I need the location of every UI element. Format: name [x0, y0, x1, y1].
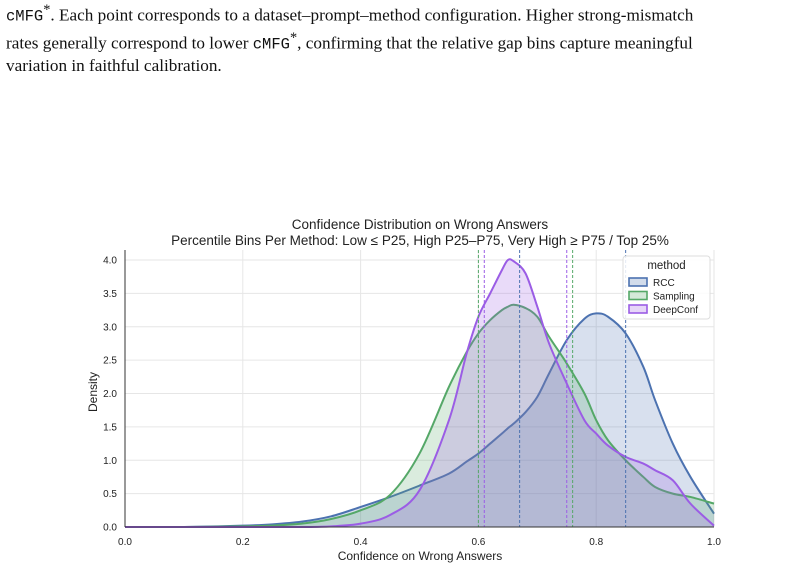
metric-name: cMFG — [6, 7, 44, 26]
caption-text: . Each point corresponds to a dataset–pr… — [50, 5, 694, 25]
legend-label-sampling: Sampling — [653, 292, 695, 303]
chart-subtitle: Percentile Bins Per Method: Low ≤ P25, H… — [171, 233, 669, 248]
y-tick-label: 2.0 — [103, 389, 117, 400]
y-ticks: 0.0 0.5 1.0 1.5 2.0 2.5 3.0 3.5 4.0 — [103, 256, 117, 534]
figure-caption: cMFG*. Each point corresponds to a datas… — [6, 0, 801, 76]
x-tick-label: 0.2 — [236, 537, 250, 548]
y-tick-label: 1.5 — [103, 422, 117, 433]
y-axis-label: Density — [86, 372, 100, 412]
caption-line-2: rates generally correspond to lower cMFG… — [6, 28, 801, 56]
y-tick-label: 4.0 — [103, 256, 117, 267]
density-line-sampling — [125, 303, 715, 528]
caption-line-3: variation in faithful calibration. — [6, 55, 801, 76]
legend-swatch-sampling — [628, 290, 648, 301]
legend-label-rcc: RCC — [653, 278, 675, 289]
caption-line-1: cMFG*. Each point corresponds to a datas… — [6, 0, 801, 28]
legend-swatch-deepconf — [628, 304, 648, 314]
legend: method RCC Sampling DeepConf — [622, 255, 711, 320]
density-line-rcc — [125, 312, 715, 528]
metric-sup: * — [289, 29, 298, 46]
legend-label-deepconf: DeepConf — [653, 305, 698, 316]
x-tick-label: 0.0 — [118, 537, 132, 548]
y-tick-label: 1.0 — [103, 456, 117, 467]
caption-text: variation in faithful calibration. — [6, 56, 222, 76]
x-ticks: 0.0 0.2 0.4 0.6 0.8 1.0 — [118, 537, 721, 548]
x-tick-label: 1.0 — [707, 537, 721, 548]
metric-name: cMFG — [252, 35, 290, 54]
axes — [124, 250, 714, 528]
x-tick-label: 0.8 — [589, 537, 603, 548]
y-tick-label: 3.0 — [103, 322, 117, 333]
y-tick-label: 2.5 — [103, 356, 117, 367]
metric-sup: * — [43, 2, 51, 18]
y-tick-label: 0.0 — [103, 523, 117, 534]
legend-swatch-rcc — [628, 277, 648, 287]
y-tick-label: 0.5 — [103, 489, 117, 500]
x-tick-label: 0.6 — [471, 537, 485, 548]
chart-title: Confidence Distribution on Wrong Answers — [292, 217, 549, 232]
legend-title: method — [647, 260, 685, 272]
y-tick-label: 3.5 — [103, 289, 117, 300]
legend-box — [622, 255, 711, 320]
caption-text: , confirming that the relative gap bins … — [297, 33, 693, 53]
x-axis-label: Confidence on Wrong Answers — [338, 549, 503, 563]
x-tick-label: 0.4 — [354, 537, 368, 548]
caption-text: rates generally correspond to lower — [6, 33, 253, 53]
